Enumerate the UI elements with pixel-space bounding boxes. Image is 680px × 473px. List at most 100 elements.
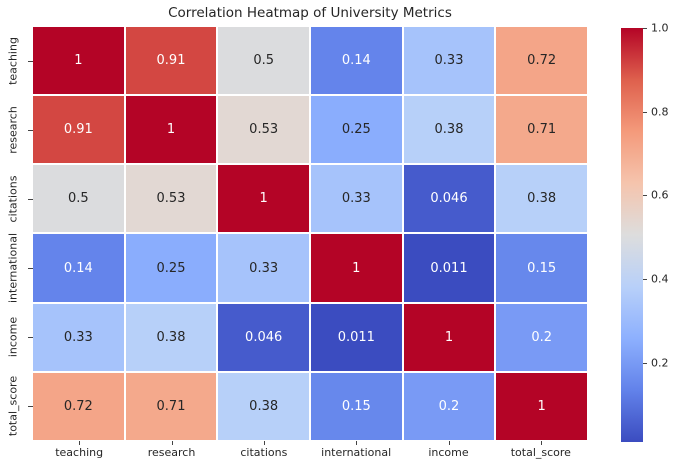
cell-value: 0.71	[156, 398, 186, 414]
colorbar-tick-label: 0.8	[651, 105, 669, 119]
heatmap: 1 0.91 0.5 0.14 0.33 0.72 0.91 1 0.53 0.25 0.38 0.7…	[33, 27, 587, 440]
cell-value: 1	[444, 329, 454, 345]
cell-value: 1	[74, 53, 83, 69]
x-axis-label: income	[428, 446, 469, 459]
colorbar-tick	[643, 195, 647, 197]
cell-value: 1	[166, 122, 176, 138]
x-tick	[171, 441, 173, 445]
cell-value: 0.71	[527, 122, 557, 138]
y-tick	[28, 267, 33, 269]
y-tick	[28, 130, 33, 132]
y-axis-label: research	[6, 106, 20, 155]
heatmap-cell: 0.011	[403, 234, 495, 302]
heatmap-cell: 0.2	[496, 303, 587, 371]
y-tick	[28, 405, 33, 407]
cell-value: 0.046	[245, 329, 283, 345]
colorbar-tick	[643, 279, 647, 281]
heatmap-cell: 0.046	[403, 165, 495, 233]
cell-value: 0.38	[527, 191, 557, 207]
cell-value: 0.046	[430, 191, 468, 207]
heatmap-cell: 0.33	[33, 303, 124, 371]
colorbar-tick	[643, 28, 647, 29]
heatmap-cell: 0.2	[403, 372, 495, 440]
cell-value: 0.5	[253, 53, 274, 69]
x-tick	[263, 441, 265, 445]
heatmap-cell: 0.38	[218, 372, 309, 440]
colorbar-tick-label: 0.2	[651, 356, 669, 370]
y-axis-label: teaching	[6, 37, 20, 86]
cell-value: 0.91	[156, 53, 186, 69]
heatmap-cell: 0.33	[218, 234, 309, 302]
y-tick	[28, 199, 33, 201]
heatmap-cell: 0.72	[33, 372, 124, 440]
x-axis-label: teaching	[55, 446, 104, 459]
cell-value: 0.011	[430, 260, 468, 276]
heatmap-cell: 0.53	[218, 96, 309, 164]
colorbar-tick-label: 1.0	[651, 21, 669, 35]
heatmap-cell: 0.5	[33, 165, 124, 233]
x-tick	[356, 441, 358, 445]
cell-value: 0.33	[249, 260, 279, 276]
cell-value: 0.53	[156, 191, 186, 207]
heatmap-cell: 0.25	[310, 96, 402, 164]
cell-value: 0.33	[341, 191, 371, 207]
colorbar-tick-label: 0.4	[651, 272, 669, 286]
heatmap-cell: 0.33	[403, 27, 495, 95]
x-axis-label: research	[147, 446, 196, 459]
y-tick	[28, 61, 33, 63]
heatmap-cell: 0.15	[496, 234, 587, 302]
chart-title: Correlation Heatmap of University Metric…	[168, 5, 452, 21]
cell-value: 0.14	[63, 260, 93, 276]
cell-value: 0.15	[527, 260, 557, 276]
heatmap-cell: 0.91	[125, 27, 217, 95]
colorbar-tick	[643, 362, 647, 364]
cell-value: 0.15	[341, 398, 371, 414]
cell-value: 1	[259, 191, 268, 207]
heatmap-cell: 0.15	[310, 372, 402, 440]
cell-value: 0.011	[337, 329, 375, 345]
heatmap-cell: 0.011	[310, 303, 402, 371]
x-axis-label: citations	[240, 446, 288, 459]
cell-value: 0.2	[438, 398, 460, 414]
heatmap-cell: 1	[125, 96, 217, 164]
y-axis-label: citations	[6, 175, 20, 223]
x-axis-label: international	[321, 446, 392, 459]
cell-value: 0.33	[63, 329, 93, 345]
x-tick	[79, 441, 81, 445]
x-tick	[540, 441, 542, 445]
heatmap-cell: 1	[218, 165, 309, 233]
heatmap-cell: 0.53	[125, 165, 217, 233]
cell-value: 0.25	[341, 122, 371, 138]
heatmap-cell: 0.14	[310, 27, 402, 95]
y-axis-label: income	[6, 316, 20, 357]
heatmap-cell: 0.33	[310, 165, 402, 233]
heatmap-cell: 0.25	[125, 234, 217, 302]
cell-value: 0.14	[341, 53, 371, 69]
x-axis-label: total_score	[510, 446, 571, 459]
heatmap-cell: 1	[403, 303, 495, 371]
heatmap-cell: 0.14	[33, 234, 124, 302]
cell-value: 0.91	[63, 122, 93, 138]
heatmap-cell: 1	[496, 372, 587, 440]
heatmap-cell: 0.38	[496, 165, 587, 233]
cell-value: 0.5	[67, 191, 89, 207]
heatmap-cell: 0.38	[125, 303, 217, 371]
colorbar-tick-label: 0.6	[651, 188, 669, 202]
cell-value: 0.38	[249, 398, 279, 414]
y-axis-label: international	[6, 232, 20, 303]
cell-value: 0.72	[63, 398, 93, 414]
heatmap-cell: 0.72	[496, 27, 587, 95]
heatmap-cell: 0.38	[403, 96, 495, 164]
y-tick	[28, 336, 33, 338]
colorbar-gradient	[621, 28, 643, 442]
heatmap-cell: 0.71	[125, 372, 217, 440]
cell-value: 0.2	[531, 329, 552, 345]
colorbar-tick	[643, 111, 647, 113]
cell-value: 1	[537, 398, 546, 414]
cell-value: 0.72	[527, 53, 557, 69]
cell-value: 1	[352, 260, 361, 276]
heatmap-cell: 0.91	[33, 96, 124, 164]
cell-value: 0.33	[434, 53, 464, 69]
heatmap-cell: 0.046	[218, 303, 309, 371]
